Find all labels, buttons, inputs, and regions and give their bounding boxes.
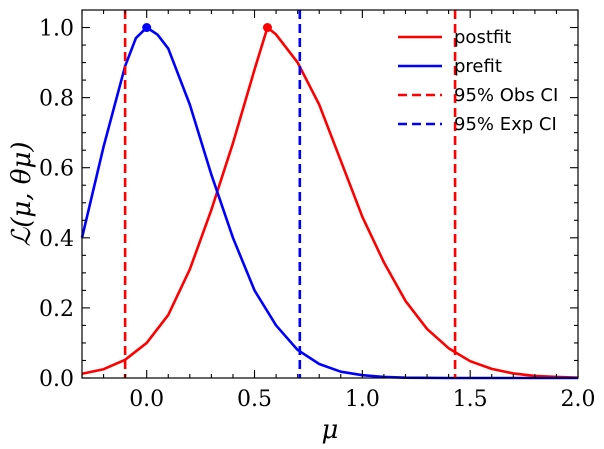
- y-tick-label: 0.6: [39, 157, 74, 182]
- series-line-postfit: [81, 26, 579, 379]
- y-tick-label: 1.0: [39, 17, 74, 42]
- y-axis-label: ℒ(μ, θμ): [7, 142, 37, 247]
- y-tick-label: 0.0: [39, 367, 74, 392]
- peak-marker-postfit: [262, 23, 272, 33]
- y-tick-label: 0.8: [39, 87, 74, 112]
- x-tick-label: 2.0: [561, 387, 596, 412]
- legend-label-postfit: postfit: [454, 27, 511, 48]
- x-tick-label: 0.5: [237, 387, 272, 412]
- peak-marker-prefit: [142, 23, 152, 33]
- x-axis-label: μ: [322, 415, 339, 445]
- tick-layer: 0.0 0.5 1.0 1.5 2.0 0.0 0.2 0.4 0.6 0.8 1.0: [39, 10, 596, 412]
- x-tick-label: 1.5: [453, 387, 488, 412]
- y-tick-label: 0.4: [39, 227, 74, 252]
- x-tick-label: 1.0: [345, 387, 380, 412]
- x-tick-label: 0.0: [129, 387, 164, 412]
- legend-label-95-exp-ci: 95% Exp CI: [454, 114, 557, 135]
- plot-frame: [81, 9, 579, 379]
- y-tick-label: 0.2: [39, 297, 74, 322]
- legend: postfit prefit 95% Obs CI 95% Exp CI: [398, 27, 558, 135]
- legend-label-prefit: prefit: [454, 56, 502, 77]
- legend-label-95-obs-ci: 95% Obs CI: [454, 85, 558, 106]
- marker-layer: [142, 23, 272, 33]
- vline-layer: [123, 10, 457, 378]
- plot-area: [82, 10, 578, 378]
